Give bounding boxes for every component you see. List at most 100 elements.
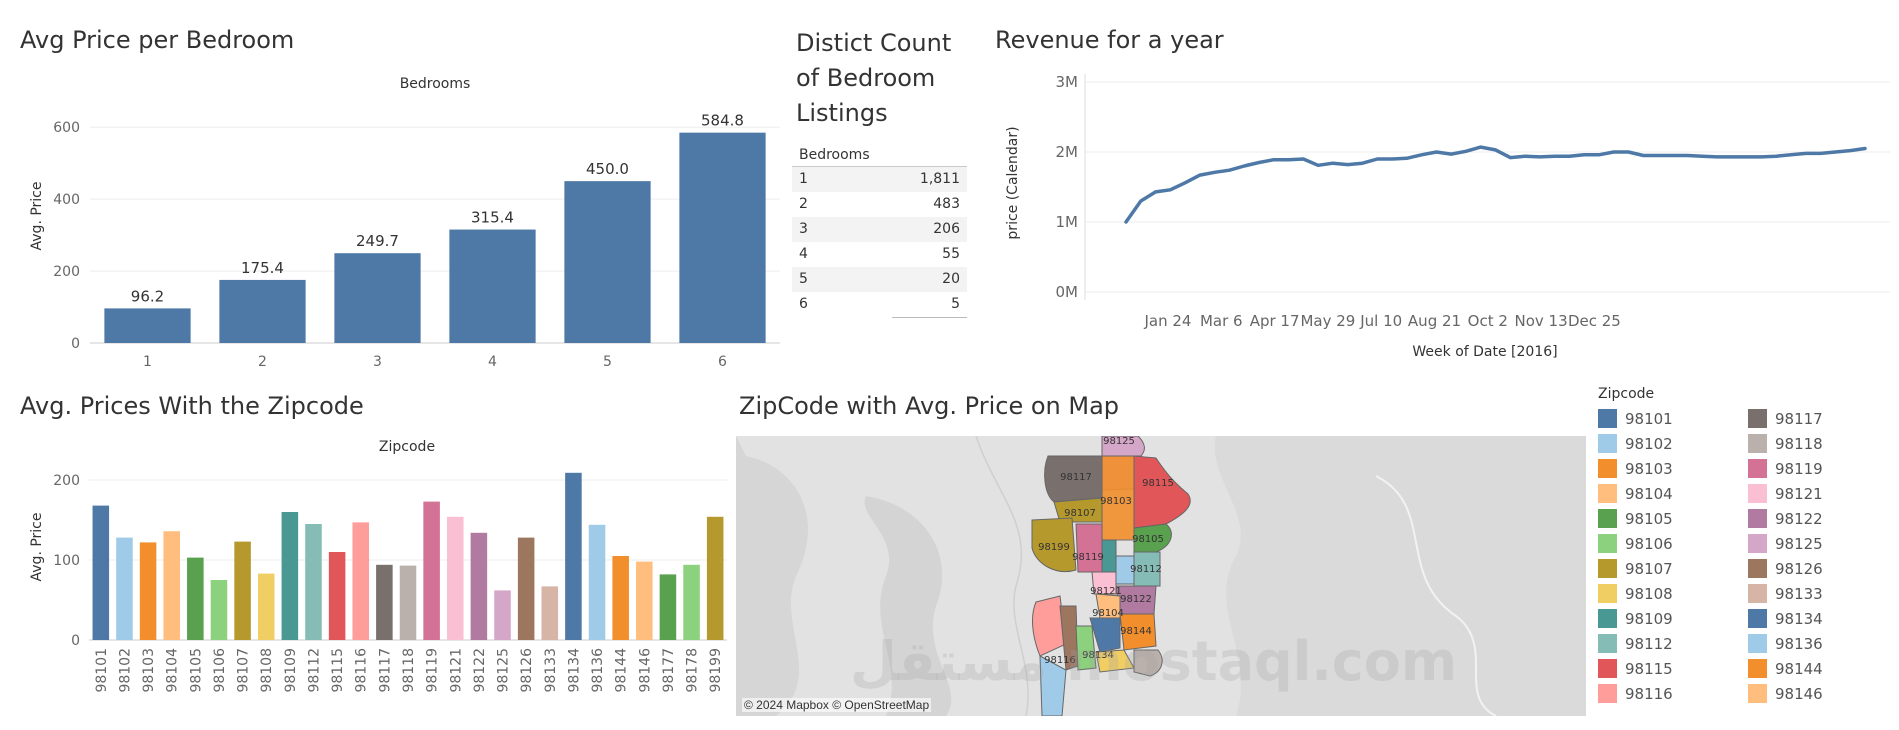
region-98199[interactable] bbox=[1031, 517, 1077, 572]
legend-swatch bbox=[1598, 509, 1617, 528]
zipcode-x-tick: 98117 bbox=[377, 648, 393, 693]
legend-item[interactable]: 98134 bbox=[1748, 606, 1898, 631]
map-label: 98121 bbox=[1090, 586, 1122, 597]
zipcode-bar bbox=[376, 564, 393, 640]
zipcode-bar bbox=[328, 552, 346, 640]
region-98107[interactable] bbox=[1053, 497, 1103, 523]
zipcode-bar bbox=[210, 580, 228, 640]
revenue-x-tick: Nov 13 bbox=[1515, 312, 1568, 330]
legend-item[interactable]: 98144 bbox=[1748, 656, 1898, 681]
legend-item[interactable]: 98105 bbox=[1598, 506, 1748, 531]
bedroom-x-tick: 5 bbox=[603, 354, 612, 370]
bedroom-bar-chart: Bedrooms Avg. Price 0 200 400 600 96.2 1 175.… bbox=[29, 76, 780, 370]
bedroom-bar-label: 249.7 bbox=[356, 232, 399, 250]
legend-item[interactable]: 98126 bbox=[1748, 556, 1898, 581]
row-count: 483 bbox=[933, 196, 960, 212]
revenue-y-label: price (Calendar) bbox=[1005, 126, 1021, 239]
legend-item[interactable]: 98125 bbox=[1748, 531, 1898, 556]
zipcode-bar bbox=[234, 541, 251, 640]
legend-swatch bbox=[1748, 609, 1767, 628]
revenue-x-label: Week of Date [2016] bbox=[1412, 344, 1557, 360]
region-98144[interactable] bbox=[1119, 613, 1157, 651]
zipcode-x-tick: 98102 bbox=[117, 648, 133, 693]
legend-item[interactable]: 98116 bbox=[1598, 681, 1748, 706]
legend-item[interactable]: 98121 bbox=[1748, 481, 1898, 506]
region-98115[interactable] bbox=[1133, 455, 1191, 529]
distinct-title-line: Distict Count bbox=[796, 29, 952, 57]
region-98119[interactable] bbox=[1075, 523, 1103, 573]
legend-item[interactable]: 98117 bbox=[1748, 406, 1898, 431]
zipcode-bar bbox=[257, 573, 275, 640]
zipcode-x-tick: 98104 bbox=[165, 648, 181, 693]
revenue-x-tick: Oct 2 bbox=[1468, 312, 1508, 330]
zipcode-bar bbox=[446, 516, 464, 640]
legend-swatch bbox=[1748, 459, 1767, 478]
zipcode-x-tick: 98177 bbox=[661, 648, 677, 693]
legend-swatch bbox=[1748, 484, 1767, 503]
legend-item[interactable]: 98115 bbox=[1598, 656, 1748, 681]
legend-label: 98121 bbox=[1775, 484, 1823, 503]
revenue-y-tick: 2M bbox=[1056, 143, 1079, 161]
legend-item[interactable]: 98133 bbox=[1748, 581, 1898, 606]
zipcode-y-tick: 200 bbox=[53, 473, 80, 489]
zipcode-x-tick: 98122 bbox=[472, 648, 488, 693]
revenue-y-tick: 3M bbox=[1056, 73, 1079, 91]
zipcode-bar bbox=[588, 524, 606, 640]
zipcode-bar bbox=[494, 590, 511, 640]
zipcode-x-tick: 98116 bbox=[354, 648, 370, 693]
zipcode-y-tick: 100 bbox=[53, 553, 80, 569]
region-98106[interactable] bbox=[1075, 625, 1097, 671]
legend-label: 98133 bbox=[1775, 584, 1823, 603]
zipcode-x-tick: 98109 bbox=[283, 648, 299, 693]
legend-item[interactable]: 98118 bbox=[1748, 431, 1898, 456]
revenue-x-tick: Apr 17 bbox=[1250, 312, 1300, 330]
bedroom-y-tick: 200 bbox=[53, 264, 80, 280]
revenue-x-tick: Aug 21 bbox=[1408, 312, 1461, 330]
legend-item[interactable]: 98112 bbox=[1598, 631, 1748, 656]
legend-item[interactable]: 98109 bbox=[1598, 606, 1748, 631]
region-98136[interactable] bbox=[1039, 655, 1067, 716]
map-attribution[interactable]: © 2024 Mapbox © OpenStreetMap bbox=[742, 698, 932, 712]
zipcode-x-tick: 98115 bbox=[330, 648, 346, 693]
legend-swatch bbox=[1598, 634, 1617, 653]
zipcode-map[interactable]: 98125 98117 98103 98115 98107 98105 9819… bbox=[736, 436, 1586, 716]
zipcode-x-tick: 98118 bbox=[401, 648, 417, 693]
map-label: 98119 bbox=[1072, 552, 1104, 563]
bedroom-bar bbox=[219, 279, 306, 343]
legend-item[interactable]: 98102 bbox=[1598, 431, 1748, 456]
zipcode-header: Zipcode bbox=[379, 439, 435, 455]
legend-item[interactable]: 98122 bbox=[1748, 506, 1898, 531]
legend-item[interactable]: 98106 bbox=[1598, 531, 1748, 556]
legend-label: 98105 bbox=[1625, 509, 1673, 528]
legend-item[interactable]: 98103 bbox=[1598, 456, 1748, 481]
legend-item[interactable]: 98119 bbox=[1748, 456, 1898, 481]
zipcode-x-tick: 98119 bbox=[425, 648, 441, 693]
region-98118[interactable] bbox=[1133, 649, 1163, 677]
bedroom-bar bbox=[104, 308, 191, 343]
row-bedrooms: 1 bbox=[799, 171, 808, 187]
zipcode-y-label: Avg. Price bbox=[29, 513, 45, 582]
bedroom-y-label: Avg. Price bbox=[29, 182, 45, 251]
row-count: 20 bbox=[942, 271, 960, 287]
zipcode-x-tick: 98112 bbox=[306, 648, 322, 693]
legend-item[interactable]: 98101 bbox=[1598, 406, 1748, 431]
legend-item[interactable]: 98108 bbox=[1598, 581, 1748, 606]
map-label: 98115 bbox=[1142, 478, 1174, 489]
zipcode-x-tick: 98101 bbox=[94, 648, 110, 693]
legend-label: 98117 bbox=[1775, 409, 1823, 428]
legend-item[interactable]: 98104 bbox=[1598, 481, 1748, 506]
legend-label: 98104 bbox=[1625, 484, 1673, 503]
region-98116[interactable] bbox=[1032, 595, 1067, 657]
map-label: 98144 bbox=[1120, 626, 1152, 637]
legend-item[interactable]: 98146 bbox=[1748, 681, 1898, 706]
revenue-x-tick: Mar 6 bbox=[1200, 312, 1243, 330]
region-98112[interactable] bbox=[1133, 551, 1161, 587]
region-98121[interactable] bbox=[1091, 571, 1117, 595]
region-98125[interactable] bbox=[1101, 436, 1145, 457]
region-98134[interactable] bbox=[1089, 617, 1121, 653]
legend-label: 98119 bbox=[1775, 459, 1823, 478]
row-bedrooms: 4 bbox=[799, 246, 808, 262]
legend-item[interactable]: 98136 bbox=[1748, 631, 1898, 656]
map-label: 98117 bbox=[1060, 472, 1092, 483]
legend-item[interactable]: 98107 bbox=[1598, 556, 1748, 581]
